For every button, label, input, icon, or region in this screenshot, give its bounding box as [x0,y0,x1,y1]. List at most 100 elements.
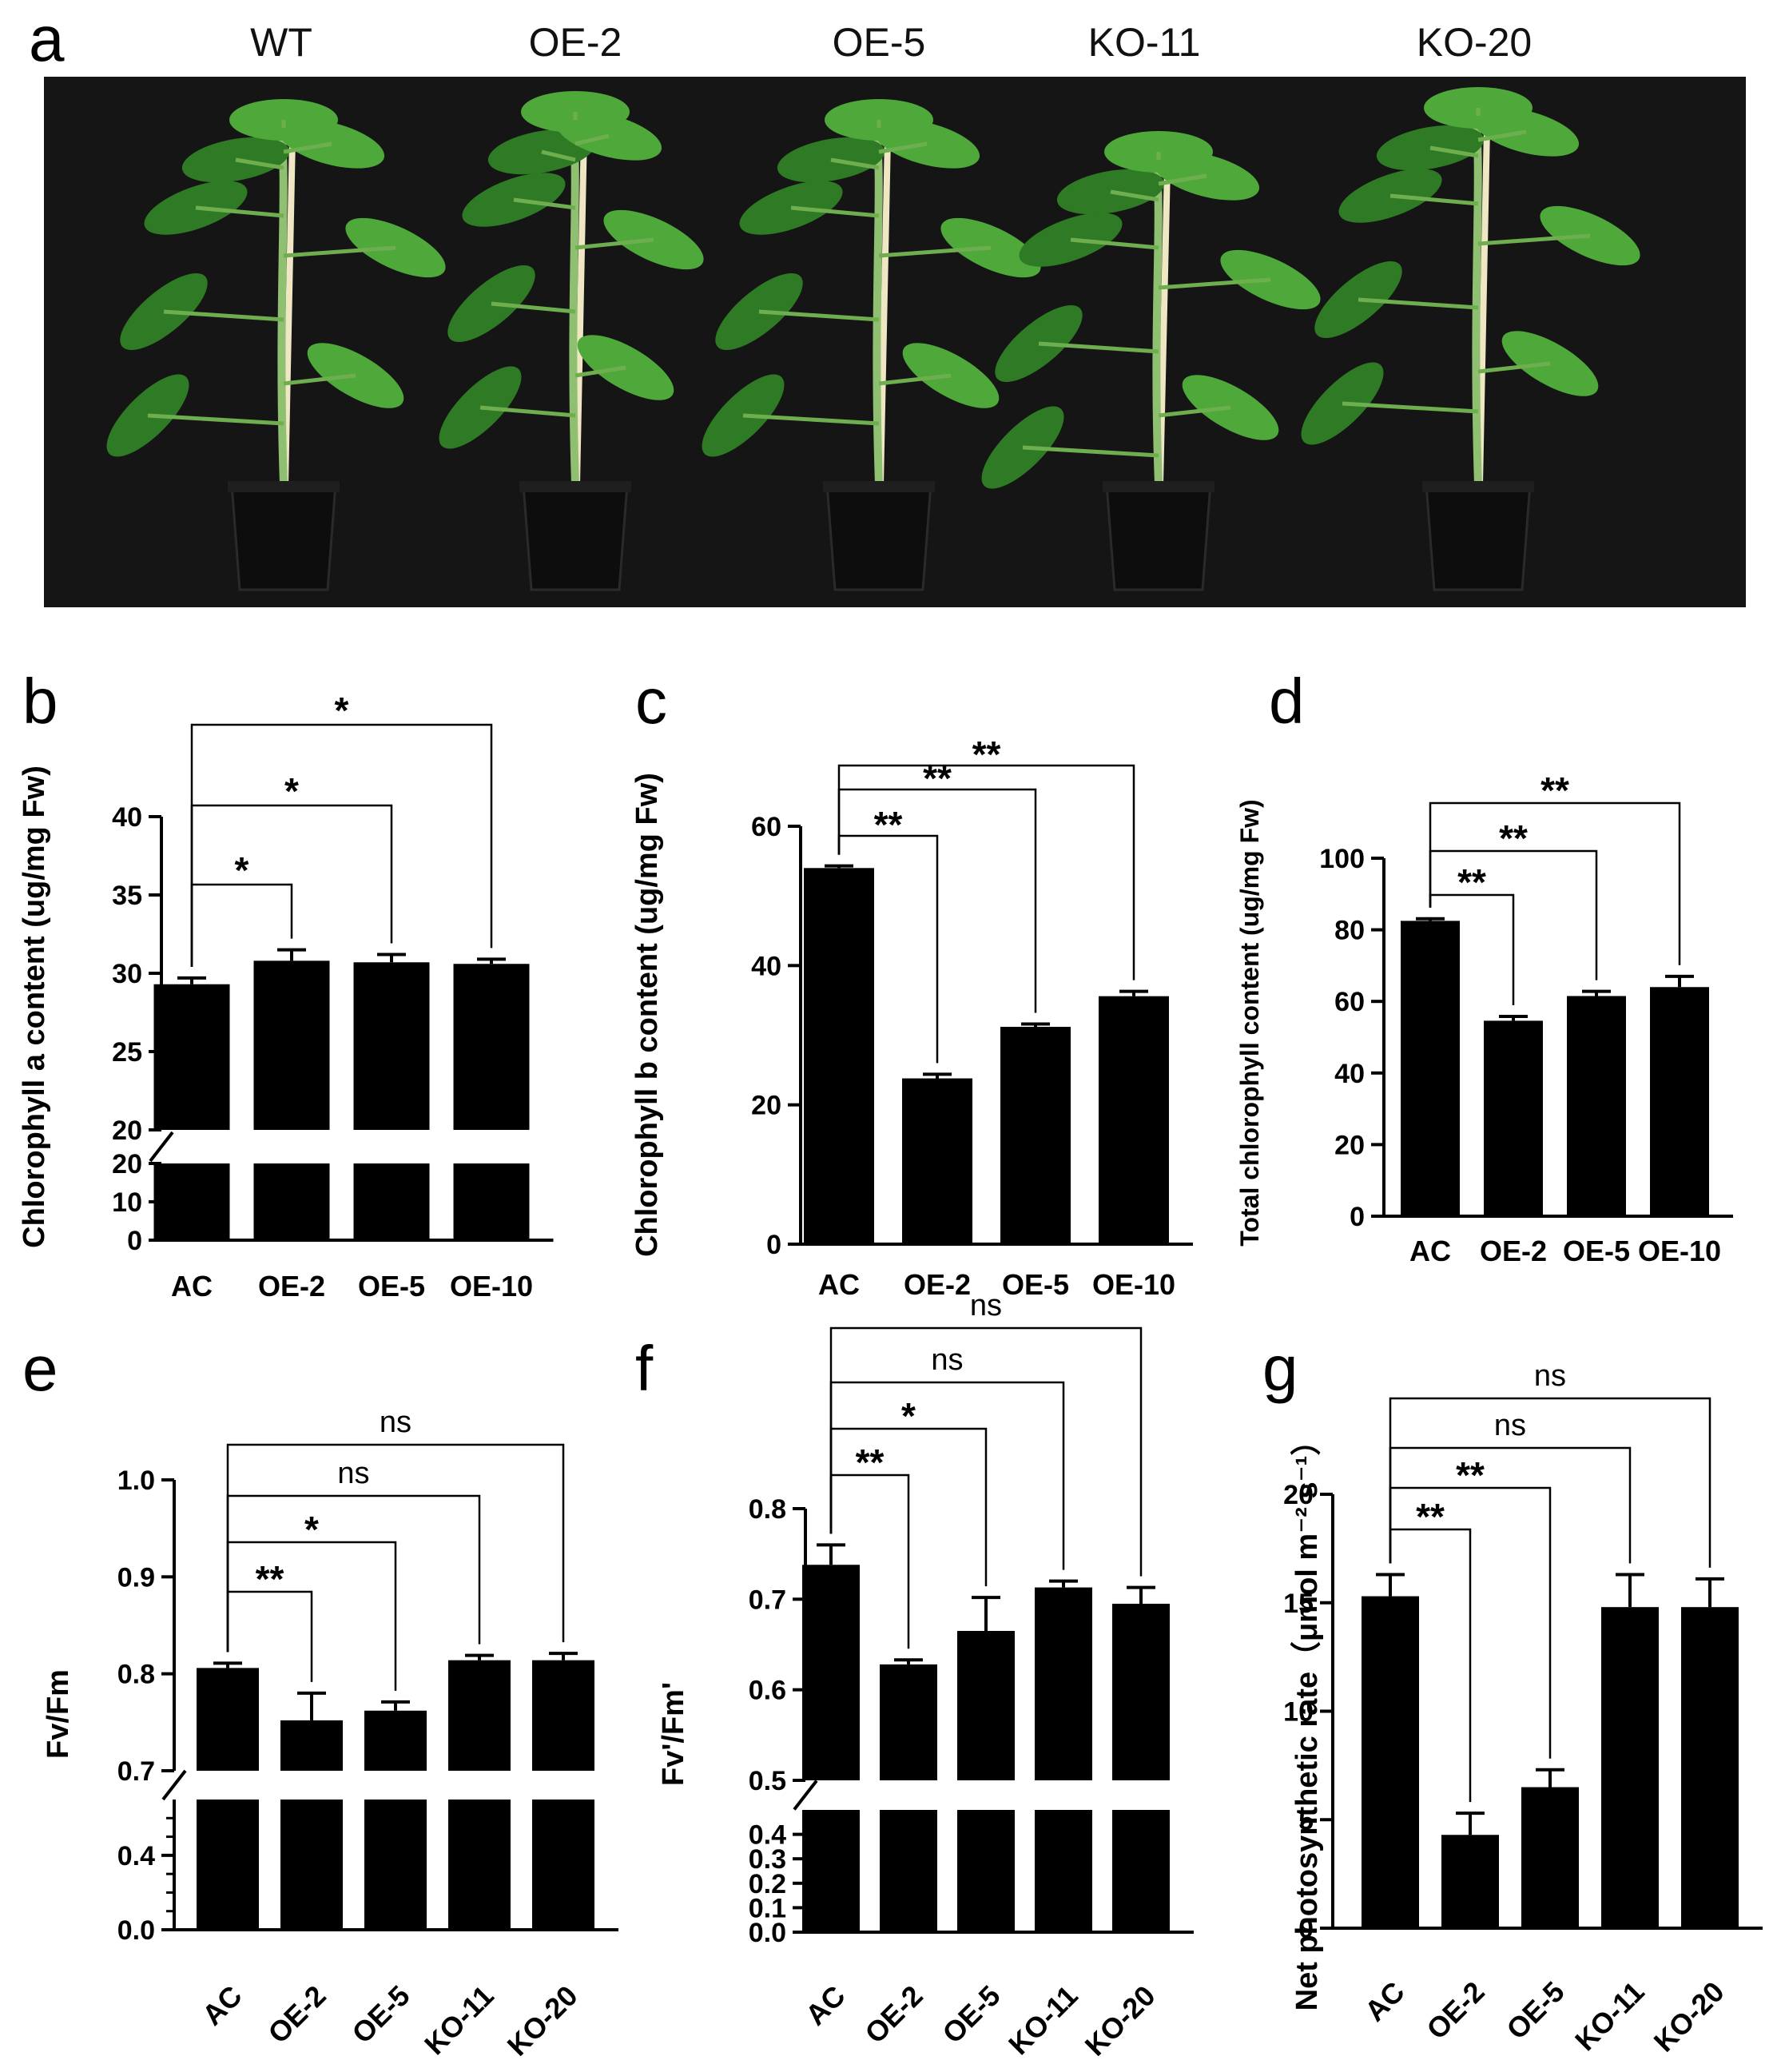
y-tick-label: 20 [112,1116,142,1146]
petiole [235,157,284,170]
significance-bracket [190,723,493,967]
significance-bracket [226,1443,565,1652]
bar-oe-5 [353,962,430,1130]
y-tick-label: 5 [1298,1805,1314,1835]
stake [1157,131,1171,485]
petiole [830,157,880,170]
x-tick-label: AC [1358,1975,1411,2028]
x-tick-label: AC [818,1268,860,1301]
bar-ko-20 [532,1660,594,1771]
panel-letter-e: e [22,1333,58,1404]
significance-label: ns [380,1406,411,1439]
bar-ac [153,984,230,1130]
x-tick-label: OE-2 [1420,1975,1490,2046]
bar-lower-oe-5 [364,1800,427,1930]
x-tick-label: OE-2 [258,1270,325,1302]
bar-lower-ko-20 [1112,1810,1170,1932]
y-tick-label: 0.4 [117,1841,155,1871]
y-tick-label: 0.2 [749,1869,786,1899]
significance-bracket [1389,1397,1711,1568]
bar-oe-2 [1484,1020,1543,1216]
petiole [1110,189,1159,202]
x-tick-label: KO-11 [1002,1979,1084,2062]
x-tick-label: OE-10 [1638,1235,1721,1267]
petiole [1022,445,1159,458]
plant-ko20 [1301,87,1640,591]
bar-lower-oe-2 [280,1800,343,1930]
significance-label: ** [1456,1454,1485,1496]
plant-ko11 [981,131,1321,591]
panel-a: a WT OE-2 OE-5 KO-11 KO-20 [29,3,1746,607]
y-tick-label: 20 [112,1149,142,1179]
petiole [878,245,992,258]
significance-label: ** [1540,770,1569,811]
genotype-label-oe2: OE-2 [529,20,622,65]
stake [877,99,892,485]
x-tick-label: OE-2 [1480,1235,1547,1267]
axis-break-mark [793,1780,818,1811]
bar-lower-ko-11 [448,1800,511,1930]
bar-oe-5 [1521,1787,1579,1928]
bar-ac [197,1668,259,1771]
x-tick-label: AC [799,1979,852,2032]
y-axis-label: Net photosynthetic rate（μmol m⁻² s⁻¹） [1290,1426,1324,2011]
petiole [1477,129,1527,142]
bar-oe-2 [253,960,330,1130]
significance-label: ** [874,804,903,845]
pot-rim [519,481,631,492]
petiole [1477,233,1591,246]
stem [568,119,579,485]
y-tick-label: 0.0 [749,1918,786,1948]
y-tick-label: 0.6 [749,1676,786,1706]
petiole [878,373,952,386]
plant-oe2 [439,91,704,591]
bar-oe-2 [280,1720,343,1771]
bar-lower-oe-10 [453,1163,530,1240]
significance-label: * [284,770,299,812]
y-tick-label: 40 [1334,1059,1365,1089]
y-tick-label: 0.9 [117,1562,155,1593]
petiole [1158,277,1271,290]
panel-letter-b: b [22,666,58,737]
significance-label: * [901,1395,916,1437]
petiole [1070,237,1159,250]
panel-d-chart: d Total chlorophyll content (ug/mg Fw) 0 20… [1235,666,1733,1267]
bar-oe-2 [880,1664,937,1780]
y-tick-label: 0.0 [117,1915,155,1946]
bar-lower-oe-2 [880,1810,937,1932]
panel-c-chart: c Chlorophyll b content (ug/mg Fw) 0 20 40 60… [630,666,1193,1301]
genotype-label-ko11: KO-11 [1088,20,1201,65]
petiole [574,237,654,250]
petiole [742,413,880,426]
x-tick-label: OE-2 [261,1979,332,2050]
y-axis-label: Chlorophyll a content (ug/mg Fw) [18,766,51,1248]
x-tick-label: OE-5 [1500,1975,1570,2046]
y-tick-label: 60 [1334,987,1365,1017]
stem [872,127,883,485]
pot-rim [823,481,935,492]
panel-g-chart: g Net photosynthetic rate（μmol m⁻² s⁻¹）0 5… [1262,1333,1763,2058]
bar-lower-oe-5 [353,1163,430,1240]
y-tick-label: 0.7 [117,1756,155,1787]
petiole [513,197,576,210]
plant-wt [106,99,446,591]
y-tick-label: 60 [751,812,781,842]
y-tick-label: 100 [1319,844,1365,874]
petiole [1358,297,1479,310]
y-axis-label: Fv'/Fm' [657,1682,690,1786]
bar-ko-20 [1681,1607,1739,1928]
axis-break-mark [149,1131,174,1163]
significance-label: ** [972,734,1001,775]
significance-label: ** [1416,1496,1445,1537]
petiole [1158,405,1231,418]
y-tick-label: 0.8 [749,1494,786,1525]
significance-label: ns [337,1457,369,1490]
x-tick-label: OE-5 [936,1979,1006,2050]
y-tick-label: 25 [112,1037,142,1068]
y-tick-label: 1.0 [117,1466,155,1496]
petiole [491,301,576,314]
bar-lower-oe-5 [957,1810,1015,1932]
petiole [1477,361,1551,374]
significance-label: ** [856,1442,885,1483]
petiole [574,365,626,378]
